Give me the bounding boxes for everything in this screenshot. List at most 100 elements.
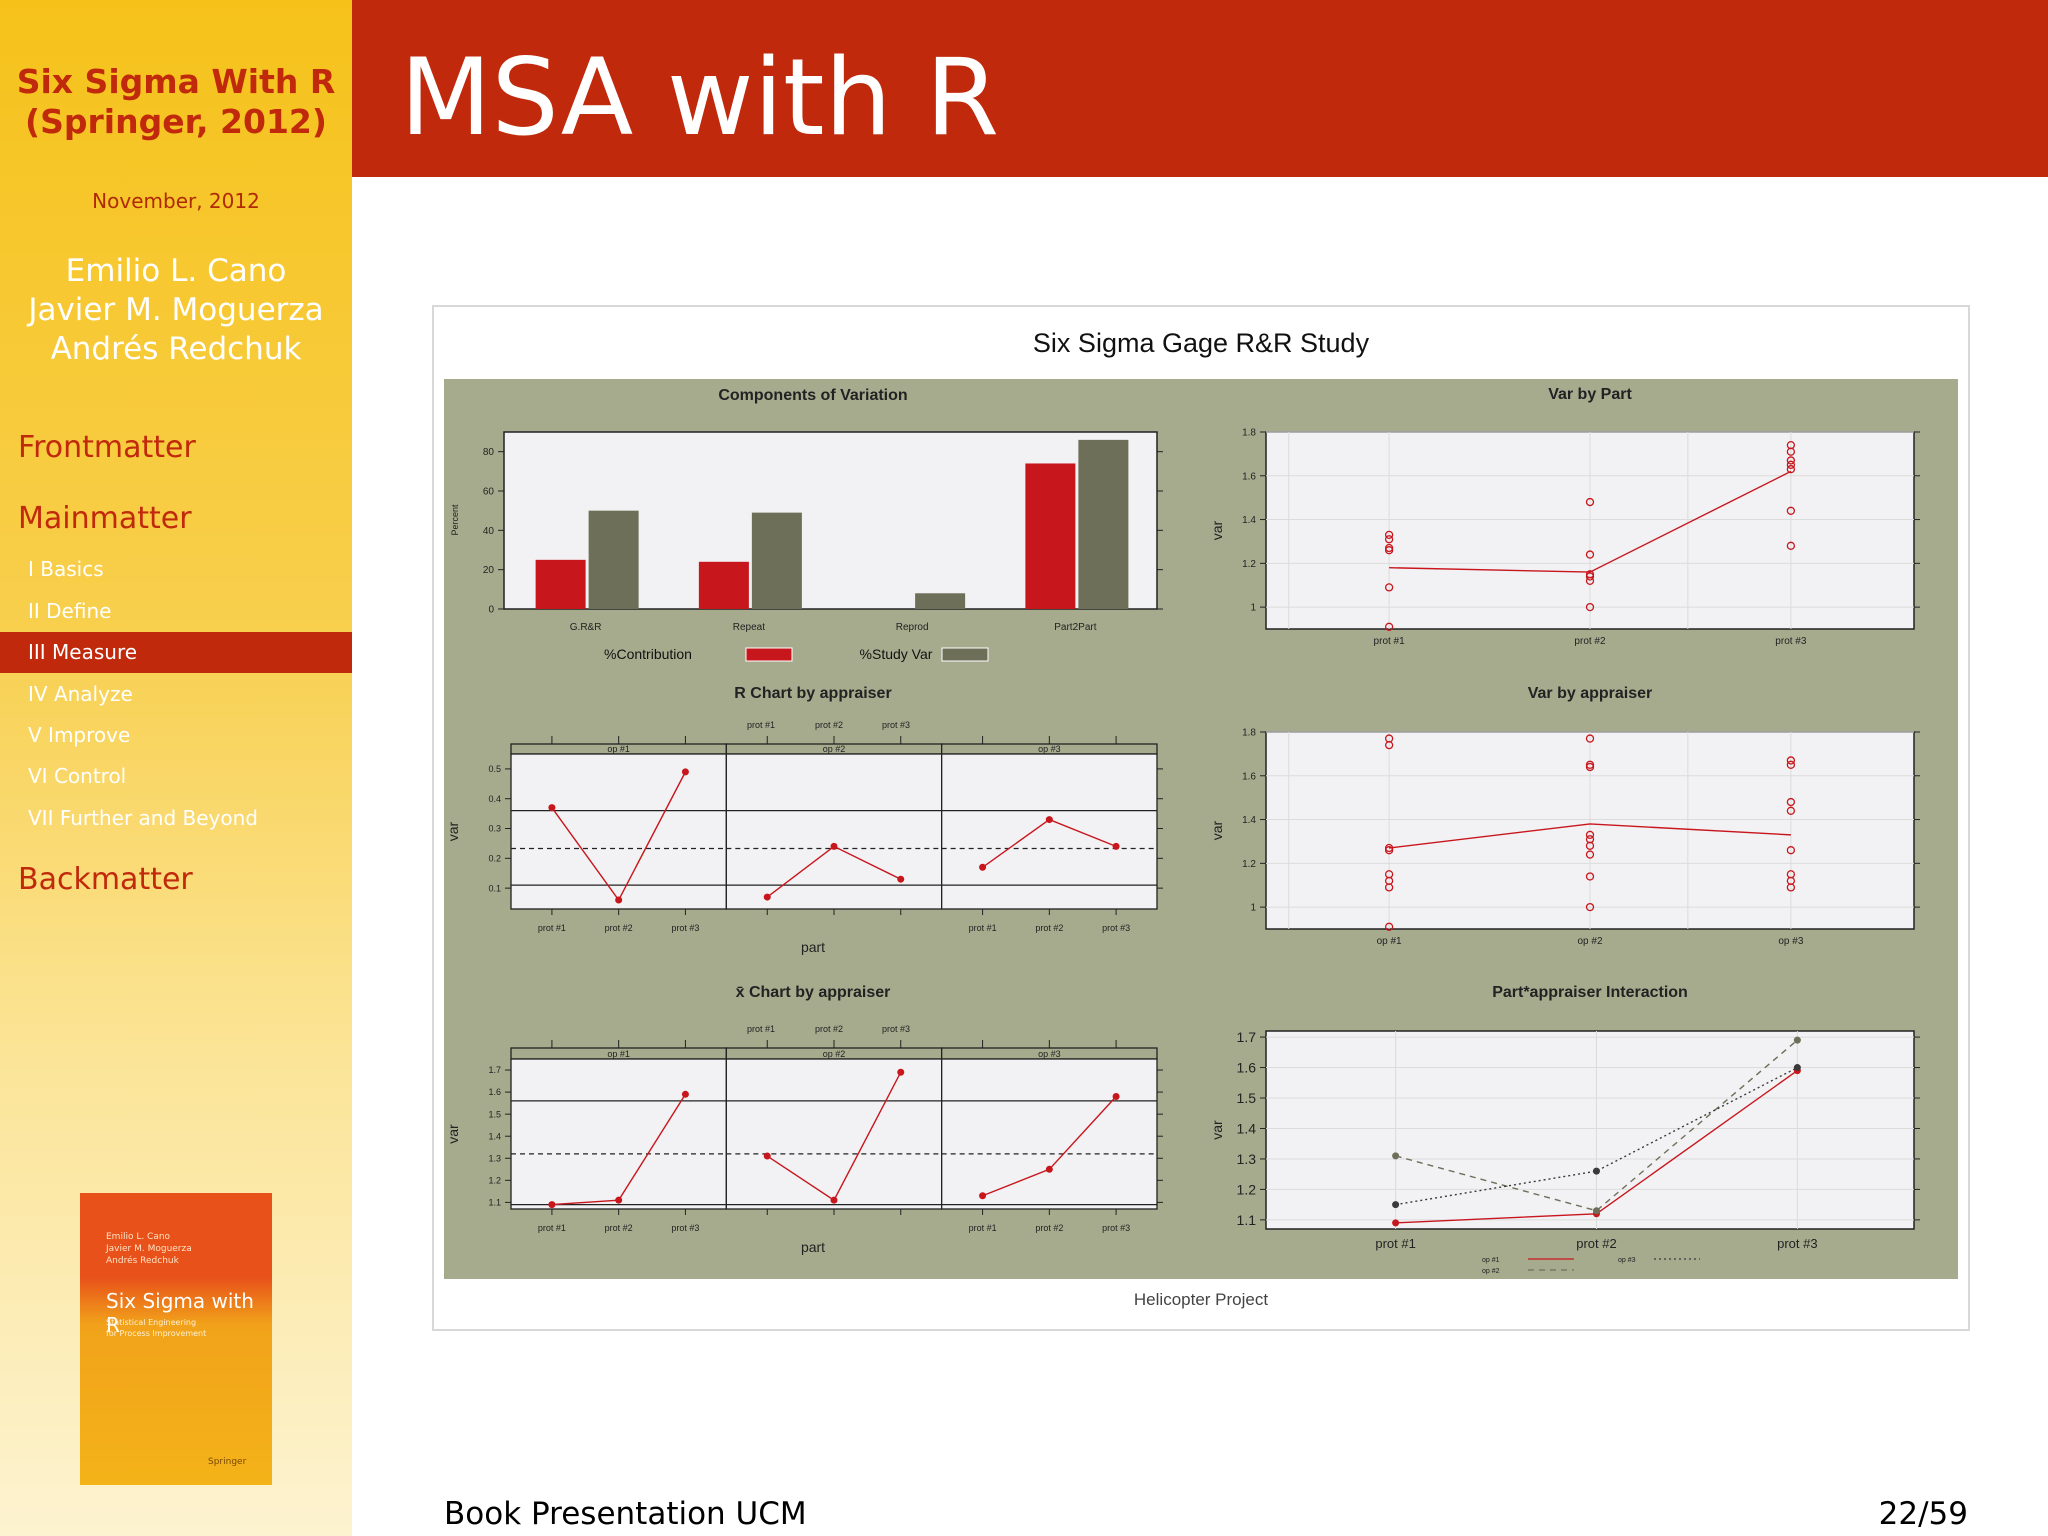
interaction-ytick-label: 1.7: [1237, 1029, 1257, 1045]
xbar-chart-point: [1112, 1093, 1120, 1100]
gage-rr-chart: Six Sigma Gage R&R Study Helicopter Proj…: [444, 328, 1958, 1309]
components-of-variation-xtick-label: Part2Part: [1054, 622, 1096, 633]
components-of-variation-bar: [751, 512, 802, 609]
xbar-chart-strip-label: op #2: [823, 1049, 846, 1059]
interaction-plot-area: [1265, 1030, 1915, 1230]
xbar-chart-xtick-label: prot #1: [538, 1223, 566, 1233]
var-by-part-xtick-label: prot #3: [1775, 636, 1807, 647]
var-by-appraiser-point: [1786, 760, 1796, 769]
r-chart-xlabel: part: [801, 939, 825, 955]
r-chart-point: [897, 875, 905, 883]
r-chart-point: [681, 768, 689, 776]
xbar-chart-point: [548, 1201, 556, 1209]
interaction-point: [1392, 1219, 1400, 1227]
var-by-part-ylabel: var: [1209, 520, 1225, 540]
interaction-ytick-label: 1.1: [1237, 1212, 1257, 1228]
book-publisher: Springer: [208, 1457, 247, 1467]
var-by-appraiser-point: [1585, 835, 1595, 844]
var-by-part-ytick-label: 1: [1250, 603, 1256, 614]
xbar-chart-ytick-label: 1.4: [488, 1131, 501, 1141]
xbar-chart-strip-label: op #1: [607, 1049, 630, 1059]
var-by-appraiser-point: [1585, 760, 1595, 769]
interaction-ytick-label: 1.6: [1237, 1059, 1257, 1075]
xbar-chart-ylabel: var: [445, 1124, 461, 1144]
xbar-chart-strip-label: op #3: [1038, 1049, 1061, 1059]
components-of-variation-ytick-label: 0: [488, 605, 494, 616]
author-3: Andrés Redchuk: [50, 331, 302, 367]
components-of-variation-ytick-label: 80: [483, 447, 495, 458]
nav-section-mainmatter[interactable]: Mainmatter: [18, 501, 192, 536]
components-of-variation-bar: [915, 593, 966, 609]
xbar-chart-point: [681, 1090, 689, 1098]
var-by-appraiser-point: [1384, 922, 1394, 931]
var-by-appraiser-title: Var by appraiser: [1528, 685, 1653, 702]
interaction-xtick-label: prot #2: [1576, 1236, 1616, 1251]
var-by-part-point: [1786, 440, 1796, 450]
xbar-chart-panel: [941, 1058, 1158, 1210]
r-chart-panel: [941, 753, 1158, 910]
r-chart-panel: [725, 753, 943, 910]
nav-section-backmatter[interactable]: Backmatter: [18, 862, 193, 897]
nav-subsection-measure[interactable]: III Measure: [0, 632, 352, 673]
r-chart-xtick-label: prot #1: [538, 923, 566, 933]
var-by-appraiser-point: [1585, 902, 1595, 912]
r-chart-ytick-label: 0.1: [488, 883, 501, 893]
r-chart-strip-label: op #1: [607, 744, 630, 754]
components-of-variation-bar: [535, 559, 586, 609]
xbar-chart-ytick-label: 1.2: [488, 1175, 501, 1185]
xbar-chart-ytick-label: 1.6: [488, 1087, 501, 1097]
r-chart-xtick-label: prot #2: [605, 923, 633, 933]
var-by-part-point: [1384, 622, 1394, 631]
nav-section-frontmatter[interactable]: Frontmatter: [18, 430, 196, 465]
r-chart-xtick-label: prot #2: [1035, 923, 1063, 933]
nav-subsection-analyze[interactable]: IV Analyze: [28, 682, 133, 706]
var-by-part-ytick-label: 1.6: [1242, 471, 1256, 482]
xbar-chart-point: [830, 1196, 838, 1204]
nav-subsection-basics[interactable]: I Basics: [28, 557, 104, 581]
slide-title: MSA with R: [400, 36, 1000, 159]
r-chart-point: [1045, 816, 1053, 824]
author-1: Emilio L. Cano: [65, 253, 287, 289]
nav-subsection-define[interactable]: II Define: [28, 599, 112, 623]
xbar-chart-point: [979, 1192, 987, 1200]
components-of-variation-title: Components of Variation: [718, 387, 907, 404]
nav-subsection-further[interactable]: VII Further and Beyond: [28, 806, 258, 830]
interaction-series-line: [1395, 1039, 1798, 1212]
var-by-part-point: [1585, 602, 1595, 612]
var-by-appraiser-point: [1585, 872, 1595, 881]
components-of-variation-legend-label: %Study Var: [860, 646, 933, 662]
r-chart-point: [830, 842, 838, 850]
nav-subsection-control[interactable]: VI Control: [28, 764, 127, 788]
interaction-point: [1793, 1064, 1801, 1072]
r-chart-ytick-label: 0.2: [488, 853, 501, 863]
var-by-part-point: [1786, 465, 1796, 474]
figure-caption: Helicopter Project: [1134, 1290, 1268, 1309]
xbar-chart-xtick-label: prot #3: [1102, 1223, 1130, 1233]
var-by-part-point: [1384, 543, 1394, 553]
xbar-chart-xlabel: part: [801, 1239, 825, 1255]
r-chart-point: [548, 804, 556, 812]
var-by-part-mean-line: [1389, 470, 1792, 573]
interaction-point: [1392, 1152, 1400, 1160]
xbar-chart-ytick-label: 1.3: [488, 1153, 501, 1163]
var-by-appraiser-point: [1585, 830, 1595, 840]
book-cover: Emilio L. Cano Javier M. Moguerza Andrés…: [80, 1193, 272, 1485]
var-by-part-xtick-label: prot #1: [1374, 636, 1406, 647]
book-subtitle: Statistical Engineering for Process Impr…: [106, 1318, 207, 1338]
interaction-xtick-label: prot #1: [1375, 1236, 1415, 1251]
var-by-appraiser-ytick-label: 1.6: [1242, 771, 1256, 782]
var-by-part-ytick-label: 1.8: [1242, 428, 1256, 439]
r-chart-point: [1112, 842, 1120, 850]
r-chart-xtick-label: prot #3: [1102, 923, 1130, 933]
var-by-appraiser-point: [1384, 734, 1394, 743]
presentation-title-line2: (Springer, 2012): [25, 102, 327, 141]
var-by-appraiser-point: [1786, 756, 1796, 765]
nav-subsection-improve[interactable]: V Improve: [28, 723, 131, 747]
r-chart-xtick-label: prot #3: [671, 923, 699, 933]
r-chart-ytick-label: 0.4: [488, 794, 501, 804]
presentation-title-line1: Six Sigma With R: [16, 62, 336, 101]
var-by-appraiser-ytick-label: 1.4: [1242, 815, 1256, 826]
components-of-variation-legend-swatch: [745, 647, 793, 662]
components-of-variation-ylabel: Percent: [450, 504, 460, 536]
r-chart-point: [763, 893, 771, 901]
